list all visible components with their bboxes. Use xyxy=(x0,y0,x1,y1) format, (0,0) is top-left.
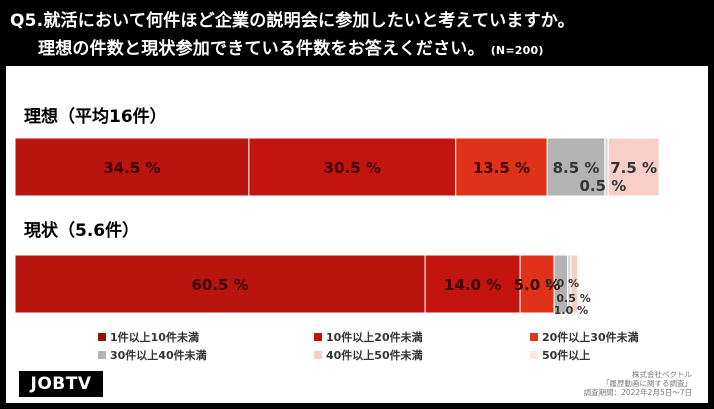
chart-panel: 理想（平均16件） 現状（5.6件） 34.5 % 30.5 % 13.5 % 8.5… xyxy=(6,66,708,403)
legend-label: 10件以上20件未満 xyxy=(326,331,423,344)
bar-segment-current-1 xyxy=(424,254,521,314)
legend-label: 50件以上 xyxy=(542,349,591,362)
stacked-bar-chart: 34.5 % 30.5 % 13.5 % 8.5 %0.5 %7.5 %60.5 % 1… xyxy=(14,137,660,317)
question-subtitle: 理想の件数と現状参加できている件数をお答えください。 (N=200) xyxy=(38,34,544,59)
data-label-current-0: 60.5 % xyxy=(191,276,248,294)
data-label-current-4: 0.5 % xyxy=(556,292,590,305)
data-label-current-5: 1.0 % xyxy=(554,304,588,317)
legend: 1件以上10件未満 10件以上20件未満 20件以上30件未満 30件以上40件… xyxy=(98,329,698,369)
jobtv-logo: JOBTV xyxy=(19,371,103,397)
data-label-ideal-0: 34.5 % xyxy=(103,159,160,177)
data-label-ideal-3: 8.5 % xyxy=(553,159,600,177)
legend-swatch xyxy=(314,333,322,341)
legend-label: 20件以上30件未満 xyxy=(542,331,639,344)
legend-label: 1件以上10件未満 xyxy=(110,331,199,344)
legend-item: 10件以上20件未満 xyxy=(314,329,423,345)
row-label-current: 現状（5.6件） xyxy=(24,221,140,241)
legend-item: 20件以上30件未満 xyxy=(530,329,639,345)
data-label-ideal-5: 7.5 % xyxy=(610,159,657,177)
legend-label: 40件以上50件未満 xyxy=(326,349,423,362)
data-label-current-1: 14.0 % xyxy=(444,276,501,294)
data-label-ideal-4: 0.5 % xyxy=(579,177,626,195)
source-company: 株式会社ベクトル xyxy=(632,370,692,379)
bar-segment-ideal-2 xyxy=(455,137,548,197)
legend-swatch xyxy=(530,351,538,359)
bar-segment-ideal-0 xyxy=(14,137,250,197)
row-label-ideal: 理想（平均16件） xyxy=(24,107,167,127)
legend-item: 40件以上50件未満 xyxy=(314,347,423,363)
legend-label: 30件以上40件未満 xyxy=(110,349,207,362)
data-label-current-3: 2.0 % xyxy=(545,277,579,290)
bar-segment-ideal-3 xyxy=(546,137,606,197)
source-note: 株式会社ベクトル 「履歴動画に関する調査」 調査期間：2022年2月5日～7日 xyxy=(584,370,692,397)
source-period: 調査期間：2022年2月5日～7日 xyxy=(583,388,692,397)
legend-item: 1件以上10件未満 xyxy=(98,329,199,345)
bar-segment-ideal-5 xyxy=(607,137,660,197)
bar-segment-current-5 xyxy=(570,254,579,314)
question-subtitle-text: 理想の件数と現状参加できている件数をお答えください。 xyxy=(38,39,485,59)
data-label-ideal-2: 13.5 % xyxy=(473,159,530,177)
title-banner: Q5.就活において何件ほど企業の説明会に参加したいと考えていますか。 理想の件数… xyxy=(0,0,714,66)
sample-size: (N=200) xyxy=(490,44,544,57)
data-label-ideal-1: 30.5 % xyxy=(324,159,381,177)
legend-item: 50件以上 xyxy=(530,347,590,363)
legend-swatch xyxy=(530,333,538,341)
legend-swatch xyxy=(98,351,106,359)
question-title: Q5.就活において何件ほど企業の説明会に参加したいと考えていますか。 xyxy=(10,11,575,31)
legend-swatch xyxy=(98,333,106,341)
bar-segment-current-0 xyxy=(14,254,426,314)
data-label-current-2: 5.0 % xyxy=(514,276,561,294)
legend-swatch xyxy=(314,351,322,359)
source-survey: 「履歴動画に関する調査」 xyxy=(602,379,692,388)
legend-item: 30件以上40件未満 xyxy=(98,347,207,363)
